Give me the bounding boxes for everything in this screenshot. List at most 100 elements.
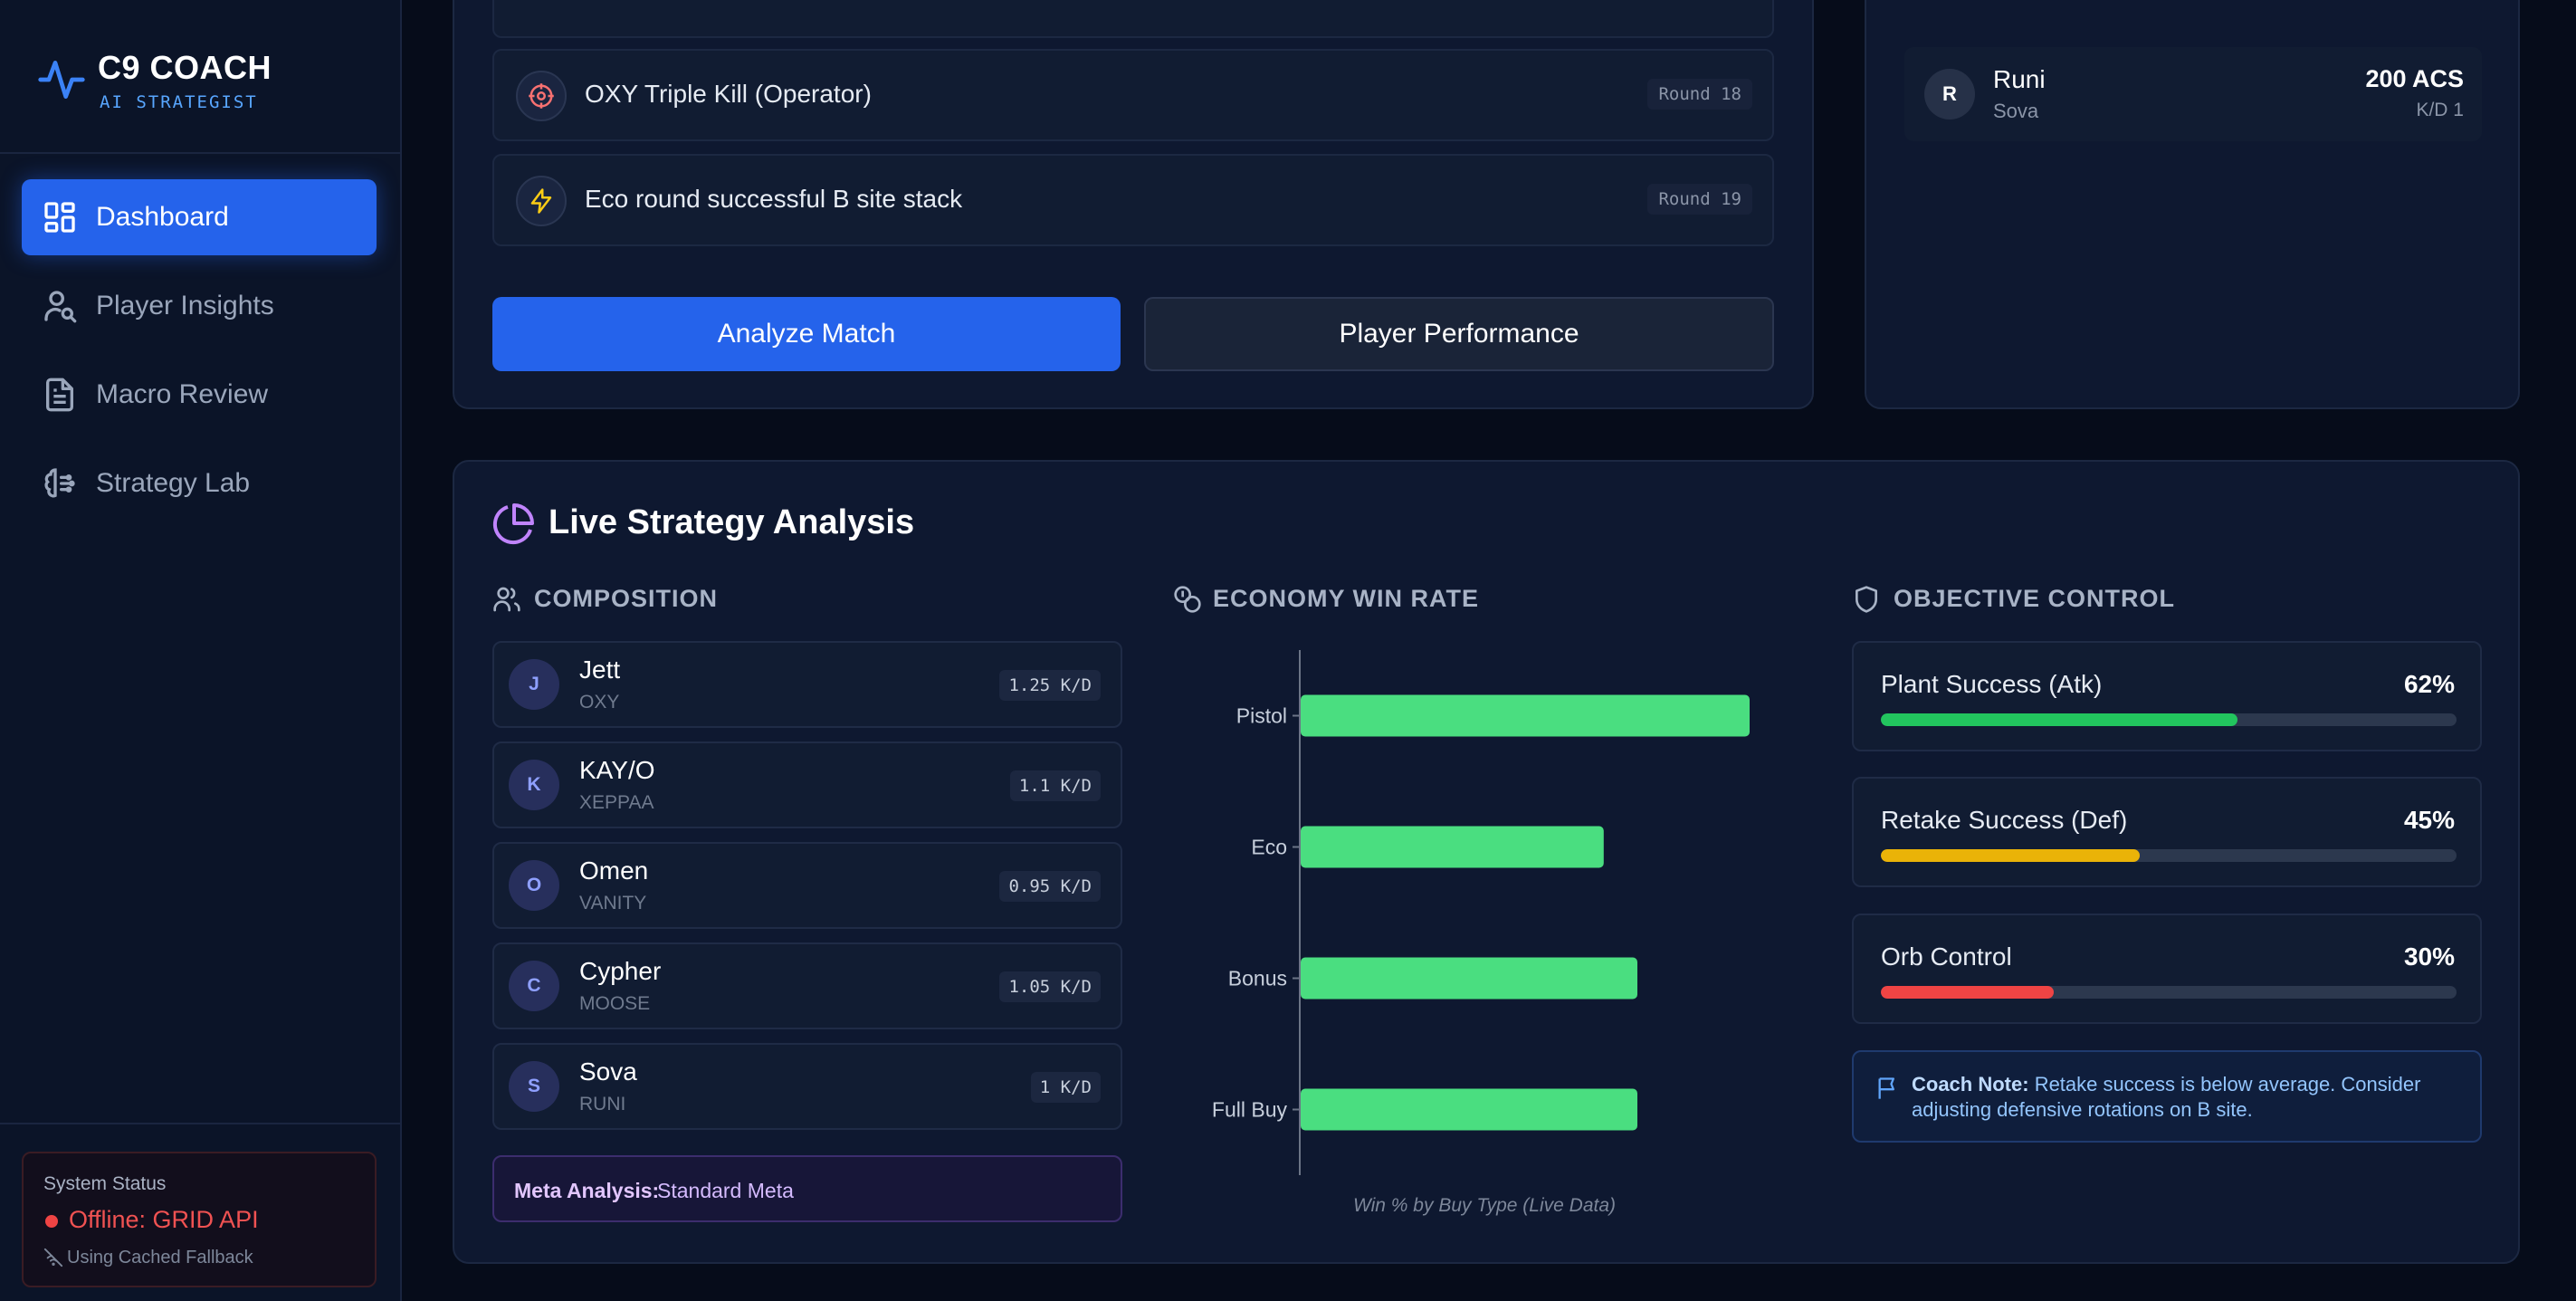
objective-value: 45%	[2403, 806, 2455, 834]
agent-name: Omen	[579, 856, 649, 885]
list-item: S Sova RUNI 1 K/D	[492, 1043, 1122, 1130]
player-kd: K/D 1	[2416, 100, 2464, 120]
pulse-icon	[38, 61, 85, 99]
system-status-box: System Status Offline: GRID API Using Ca…	[22, 1152, 377, 1287]
sidebar-item-label: Strategy Lab	[96, 468, 251, 498]
brand: C9 COACH AI STRATEGIST	[0, 0, 400, 154]
chart-caption: Win % by Buy Type (Live Data)	[1352, 1195, 1617, 1216]
agent-name: Jett	[579, 655, 621, 684]
event-label: Eco round successful B site stack	[585, 185, 963, 213]
objective-value: 30%	[2403, 942, 2455, 971]
list-item: J Jett OXY 1.25 K/D	[492, 641, 1122, 728]
y-tick-label: Bonus	[1228, 967, 1287, 990]
sidebar-item-strategy-lab[interactable]: Strategy Lab	[22, 445, 377, 521]
lightning-icon	[530, 188, 552, 214]
event-row	[492, 0, 1774, 38]
objective-label: Plant Success (Atk)	[1881, 670, 2103, 698]
wifi-off-icon	[43, 1248, 63, 1268]
kd-badge: 1.1 K/D	[1009, 770, 1101, 801]
round-badge: Round 18	[1647, 79, 1752, 110]
objective-row: Orb Control 30%	[1852, 914, 2482, 1024]
objective-label: Retake Success (Def)	[1881, 806, 2128, 834]
brain-icon	[44, 468, 75, 498]
kd-badge: 1.05 K/D	[999, 971, 1101, 1002]
status-title: System Status	[43, 1173, 167, 1194]
document-icon	[46, 378, 74, 412]
agent-name: KAY/O	[579, 756, 655, 784]
avatar: R	[1924, 69, 1975, 120]
kd-badge: 1 K/D	[1030, 1072, 1101, 1103]
objective-row: Plant Success (Atk) 62%	[1852, 641, 2482, 751]
y-tick-label: Eco	[1251, 836, 1287, 859]
bar-eco	[1301, 826, 1604, 868]
pie-chart-icon	[492, 503, 534, 545]
player-name: RUNI	[579, 1094, 626, 1114]
list-item: C Cypher MOOSE 1.05 K/D	[492, 942, 1122, 1029]
meta-analysis-label: Meta Analysis:	[514, 1179, 660, 1202]
avatar: C	[509, 961, 559, 1011]
player-name: Runi	[1993, 65, 2046, 93]
sidebar-item-player-insights[interactable]: Player Insights	[22, 268, 377, 344]
analyze-match-button[interactable]: Analyze Match	[492, 297, 1121, 371]
coach-note-label: Coach Note:	[1912, 1073, 2029, 1095]
objective-label: Orb Control	[1881, 942, 2012, 971]
progress-track	[1881, 986, 2457, 999]
objective-row: Retake Success (Def) 45%	[1852, 777, 2482, 887]
system-status-section: System Status Offline: GRID API Using Ca…	[0, 1123, 400, 1301]
bar-pistol	[1301, 694, 1750, 737]
bar-full-buy	[1301, 1088, 1637, 1131]
progress-fill	[1881, 713, 2238, 726]
player-name: VANITY	[579, 893, 647, 914]
sidebar-item-dashboard[interactable]: Dashboard	[22, 179, 377, 255]
sidebar-item-label: Dashboard	[96, 202, 229, 232]
event-row: Eco round successful B site stack Round …	[492, 154, 1774, 246]
section-title: Live Strategy Analysis	[549, 503, 915, 541]
meta-analysis-value: Standard Meta	[657, 1179, 794, 1202]
brand-title: C9 COACH	[98, 49, 272, 86]
kd-badge: 0.95 K/D	[999, 871, 1101, 902]
bar-bonus	[1301, 957, 1637, 1000]
player-performance-button[interactable]: Player Performance	[1144, 297, 1774, 371]
list-item: O Omen VANITY 0.95 K/D	[492, 842, 1122, 929]
composition-heading: COMPOSITION	[534, 585, 719, 612]
y-tick-label: Pistol	[1236, 704, 1287, 728]
shield-icon	[1856, 586, 1877, 613]
y-tick-label: Full Buy	[1212, 1098, 1288, 1122]
coins-icon	[1174, 586, 1201, 613]
progress-track	[1881, 849, 2457, 862]
player-name: MOOSE	[579, 993, 651, 1014]
player-row: R Runi Sova 200 ACS K/D 1	[1904, 47, 2482, 141]
economy-bar-chart: Pistol Eco Bonus Full Buy	[1212, 650, 1750, 1175]
status-dot	[45, 1215, 58, 1228]
grid-icon	[44, 202, 75, 233]
coach-note: Coach Note: Retake success is below aver…	[1852, 1050, 2482, 1143]
list-item: K KAY/O XEPPAA 1.1 K/D	[492, 741, 1122, 828]
objective-value: 62%	[2403, 670, 2455, 698]
sidebar: C9 COACH AI STRATEGIST Dashboard Player …	[0, 0, 402, 1301]
event-label: OXY Triple Kill (Operator)	[585, 80, 872, 108]
sidebar-item-label: Macro Review	[96, 379, 269, 409]
player-agent: Sova	[1993, 100, 2039, 122]
agent-name: Sova	[579, 1057, 637, 1086]
flag-icon	[1878, 1077, 1894, 1099]
round-badge: Round 19	[1647, 184, 1752, 215]
sidebar-item-label: Player Insights	[96, 291, 274, 320]
avatar: S	[509, 1061, 559, 1112]
users-icon	[493, 587, 520, 612]
objective-heading: OBJECTIVE CONTROL	[1894, 585, 2176, 612]
economy-heading: ECONOMY WIN RATE	[1213, 585, 1480, 612]
progress-fill	[1881, 849, 2141, 862]
progress-track	[1881, 713, 2457, 726]
crosshair-icon	[529, 83, 554, 109]
avatar: O	[509, 860, 559, 911]
user-search-icon	[44, 291, 77, 323]
avatar: K	[509, 760, 559, 810]
player-name: OXY	[579, 692, 620, 713]
sidebar-item-macro-review[interactable]: Macro Review	[22, 357, 377, 433]
avatar: J	[509, 659, 559, 710]
player-acs: 200 ACS	[2365, 65, 2464, 92]
player-name: XEPPAA	[579, 792, 654, 813]
status-value: Offline: GRID API	[69, 1206, 259, 1233]
event-row: OXY Triple Kill (Operator) Round 18	[492, 49, 1774, 141]
kd-badge: 1.25 K/D	[999, 670, 1101, 701]
